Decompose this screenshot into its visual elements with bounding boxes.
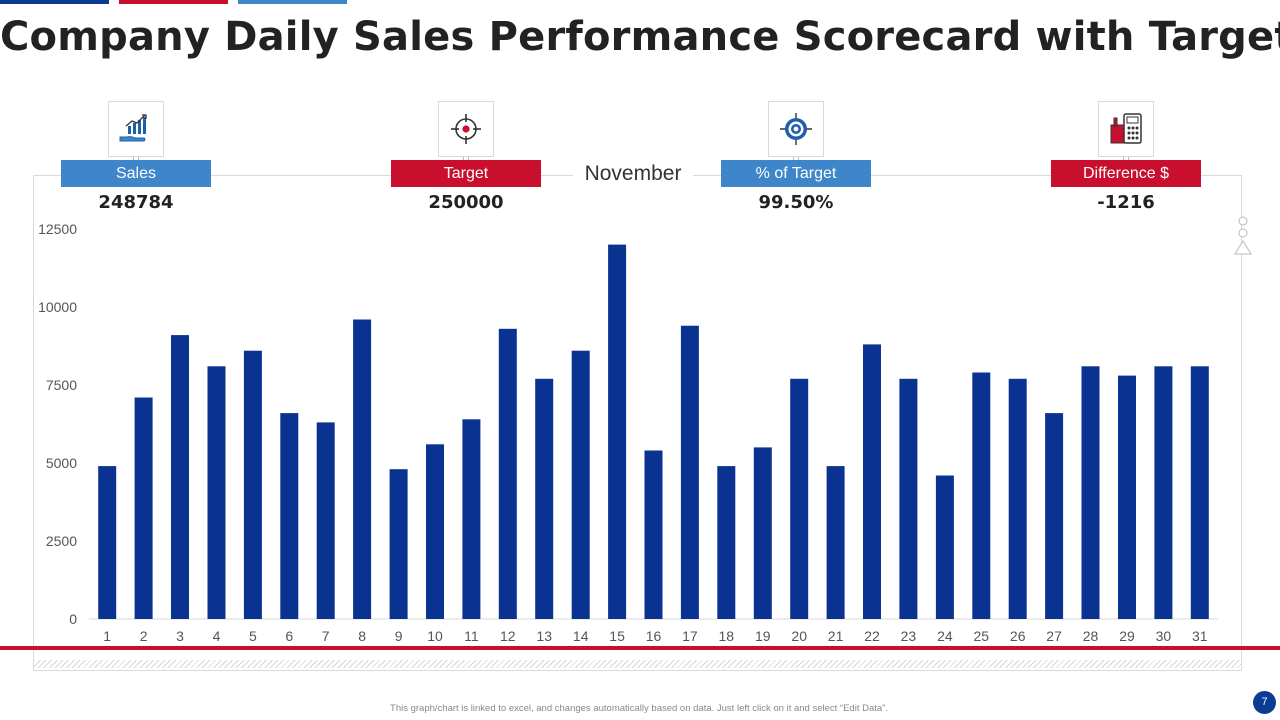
x-tick-label: 5 <box>249 628 257 644</box>
x-tick-label: 23 <box>901 628 917 644</box>
chart-panel <box>33 175 1242 671</box>
x-tick-label: 12 <box>500 628 516 644</box>
y-tick-label: 10000 <box>38 299 77 315</box>
y-tick-label: 7500 <box>46 377 77 393</box>
bar-day-19[interactable] <box>753 447 772 619</box>
x-tick-label: 16 <box>646 628 662 644</box>
x-tick-label: 20 <box>791 628 807 644</box>
x-tick-label: 26 <box>1010 628 1026 644</box>
y-tick-label: 2500 <box>46 533 77 549</box>
bar-day-27[interactable] <box>1045 413 1064 619</box>
x-tick-label: 24 <box>937 628 953 644</box>
x-tick-label: 11 <box>464 628 479 644</box>
month-label: November <box>573 160 693 188</box>
x-tick-label: 18 <box>719 628 735 644</box>
bar-day-25[interactable] <box>972 372 991 620</box>
bar-day-24[interactable] <box>935 475 954 620</box>
page-title: Company Daily Sales Performance Scorecar… <box>0 14 1280 60</box>
sales-value: 248784 <box>98 192 174 213</box>
bar-day-9[interactable] <box>389 469 408 619</box>
red-divider-line <box>0 646 1280 650</box>
x-tick-label: 8 <box>358 628 366 644</box>
x-tick-label: 15 <box>609 628 625 644</box>
bar-day-23[interactable] <box>899 378 918 619</box>
bar-day-21[interactable] <box>826 466 845 619</box>
bar-day-15[interactable] <box>608 244 627 619</box>
x-tick-label: 6 <box>285 628 293 644</box>
bar-day-8[interactable] <box>353 319 372 620</box>
page-number: 7 <box>1253 691 1276 714</box>
x-tick-label: 3 <box>176 628 184 644</box>
x-tick-label: 7 <box>322 628 330 644</box>
bar-day-2[interactable] <box>134 397 153 620</box>
x-tick-label: 1 <box>103 628 111 644</box>
bar-day-12[interactable] <box>498 328 517 619</box>
connector-decoration-icon <box>1234 216 1252 255</box>
bar-day-1[interactable] <box>98 466 117 619</box>
bar-day-6[interactable] <box>280 413 299 619</box>
x-tick-label: 28 <box>1083 628 1099 644</box>
target-value: 250000 <box>428 192 504 213</box>
footnote: This graph/chart is linked to excel, and… <box>390 703 888 714</box>
bar-day-4[interactable] <box>207 366 226 619</box>
bar-day-22[interactable] <box>863 344 881 619</box>
x-tick-label: 22 <box>864 628 880 644</box>
top-strip-blue-light <box>238 0 347 4</box>
x-tick-label: 10 <box>427 628 443 644</box>
bar-day-10[interactable] <box>426 444 444 619</box>
x-tick-label: 30 <box>1156 628 1172 644</box>
sales-growth-hand-icon <box>108 101 164 157</box>
difference-label: Difference $ <box>1051 160 1201 187</box>
difference-value: -1216 <box>1097 192 1155 213</box>
bar-day-26[interactable] <box>1008 378 1027 619</box>
x-tick-label: 19 <box>755 628 771 644</box>
x-tick-label: 13 <box>536 628 552 644</box>
bar-day-14[interactable] <box>571 350 590 619</box>
x-tick-label: 25 <box>974 628 990 644</box>
bar-day-3[interactable] <box>171 335 189 619</box>
bar-day-5[interactable] <box>243 350 262 619</box>
bullseye-target-icon <box>768 101 824 157</box>
bar-day-28[interactable] <box>1081 366 1100 619</box>
x-tick-label: 14 <box>573 628 589 644</box>
top-strip-blue-dark <box>0 0 109 4</box>
bar-day-17[interactable] <box>680 325 699 619</box>
bar-day-18[interactable] <box>717 466 736 619</box>
x-tick-label: 17 <box>682 628 698 644</box>
y-tick-label: 0 <box>69 611 77 627</box>
percent-of-target-value: 99.50% <box>758 192 834 213</box>
x-tick-label: 21 <box>828 628 844 644</box>
y-tick-label: 5000 <box>46 455 77 471</box>
target-label: Target <box>391 160 541 187</box>
target-crosshair-icon <box>438 101 494 157</box>
bar-day-31[interactable] <box>1190 366 1209 619</box>
x-tick-label: 9 <box>395 628 403 644</box>
x-tick-label: 29 <box>1119 628 1135 644</box>
bar-day-29[interactable] <box>1118 375 1136 619</box>
percent-of-target-label: % of Target <box>721 160 871 187</box>
x-tick-label: 27 <box>1046 628 1062 644</box>
y-tick-label: 12500 <box>38 221 77 237</box>
top-strip-red <box>119 0 228 4</box>
x-tick-label: 2 <box>140 628 148 644</box>
bar-day-11[interactable] <box>462 419 481 619</box>
calculator-report-icon <box>1098 101 1154 157</box>
hatched-footer-strip <box>34 660 1241 668</box>
bar-day-30[interactable] <box>1154 366 1173 619</box>
bar-day-16[interactable] <box>644 450 663 620</box>
sales-label: Sales <box>61 160 211 187</box>
bar-day-7[interactable] <box>316 422 335 619</box>
x-tick-label: 4 <box>213 628 221 644</box>
bar-day-13[interactable] <box>535 378 554 619</box>
bar-day-20[interactable] <box>790 378 809 619</box>
x-tick-label: 31 <box>1192 628 1208 644</box>
